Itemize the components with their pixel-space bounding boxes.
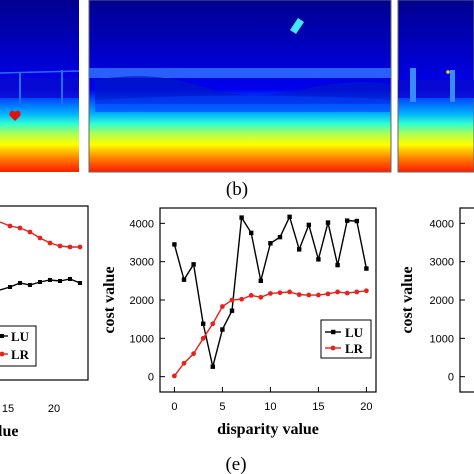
series-lu-point xyxy=(306,222,311,228)
series-lu-point xyxy=(316,257,321,262)
left-partial-chart: LU LR 15 20 lue xyxy=(0,205,89,440)
right-y-tick-label: 4000 xyxy=(430,218,454,230)
series-lr-point xyxy=(344,290,350,296)
series-lu-point xyxy=(181,277,187,282)
right-y-tick-label: 0 xyxy=(448,372,454,384)
series-lu-point xyxy=(249,230,254,236)
series-lu-point xyxy=(210,364,215,369)
series-lr-point xyxy=(248,293,254,298)
left-legend-box xyxy=(0,325,37,367)
series-lu-point xyxy=(277,234,283,240)
y-tick-label: 1000 xyxy=(130,333,154,345)
left-xlabel: lue xyxy=(0,423,18,440)
series-lr-point xyxy=(268,291,273,296)
series-lr-point xyxy=(220,304,225,309)
series-lr-point xyxy=(335,289,340,295)
x-tick-label: 20 xyxy=(360,401,372,413)
series-lr-point xyxy=(181,360,187,366)
series-lr-point xyxy=(200,335,206,341)
legend-lr-label: LR xyxy=(345,341,364,356)
series-lr-point xyxy=(325,291,331,297)
series-lu-point xyxy=(335,262,340,268)
series-lr-point xyxy=(258,294,264,300)
series-lu-point xyxy=(258,278,263,284)
legend-lr-marker xyxy=(330,345,336,351)
series-lu-point xyxy=(220,327,225,332)
right-y-tick-label: 1000 xyxy=(430,333,454,345)
series-lu-point xyxy=(191,262,196,267)
y-axis-label: cost value xyxy=(101,266,118,333)
series-lr-point xyxy=(210,321,216,327)
legend-lu-marker xyxy=(331,329,336,335)
left-legend-lu: LU xyxy=(11,329,30,344)
x-tick-label: 0 xyxy=(171,401,177,413)
right-y-tick-label: 2000 xyxy=(430,295,454,307)
x-axis-label: disparity value xyxy=(217,421,319,438)
series-lu-point xyxy=(201,321,206,326)
left-plot-frame xyxy=(0,205,89,381)
left-xtick-20: 20 xyxy=(48,403,60,415)
x-tick-label: 10 xyxy=(264,401,276,413)
series-lu-point xyxy=(297,247,302,252)
y-tick-label: 0 xyxy=(148,372,154,384)
left-xtick-15: 15 xyxy=(2,403,14,415)
left-lu-markers xyxy=(8,277,82,289)
right-partial-chart: cost value 0 1000 2000 3000 4000 xyxy=(399,207,474,393)
x-tick-label: 5 xyxy=(219,401,225,413)
series-lu-point xyxy=(354,218,359,224)
series-lu-point xyxy=(268,241,273,246)
series-lr-point xyxy=(296,292,302,298)
right-y-axis-label: cost value xyxy=(399,266,416,333)
series-lr-point xyxy=(277,290,283,296)
series-lr-point xyxy=(229,297,235,303)
series-lr-point xyxy=(354,289,360,295)
series-lr-point xyxy=(364,288,369,294)
series-lr-point xyxy=(306,292,312,298)
x-tick-label: 15 xyxy=(312,401,324,413)
y-tick-label: 3000 xyxy=(130,257,154,269)
series-lu-point xyxy=(172,242,177,247)
legend-lu-label: LU xyxy=(345,325,364,340)
series-lu-point xyxy=(229,308,235,313)
x-axis: 0 5 10 15 20 xyxy=(171,387,373,413)
series-lu-point xyxy=(364,266,369,271)
legend-box xyxy=(320,319,372,359)
series-lr-point xyxy=(239,296,245,302)
depth-image-left xyxy=(0,0,80,172)
series-lu-point xyxy=(287,214,292,220)
series-layer xyxy=(172,214,369,379)
left-legend-lr: LR xyxy=(11,347,30,362)
series-lr-point xyxy=(316,292,321,298)
left-lr-markers xyxy=(7,223,83,250)
series-lu-point xyxy=(345,218,350,223)
series-lr-point xyxy=(191,351,197,357)
depth-image-right xyxy=(397,0,474,173)
caption-e: (e) xyxy=(225,454,246,474)
series-lu-point xyxy=(325,220,331,225)
y-axis: 0 1000 2000 3000 4000 xyxy=(130,218,165,384)
right-y-tick-label: 3000 xyxy=(430,257,454,269)
series-lr-point xyxy=(172,373,177,379)
y-tick-label: 4000 xyxy=(130,218,154,230)
series-lr-point xyxy=(287,289,292,295)
y-tick-label: 2000 xyxy=(130,295,154,307)
caption-b: (b) xyxy=(226,179,248,200)
series-lu-point xyxy=(239,215,244,220)
right-y-ticks: 0 1000 2000 3000 4000 xyxy=(430,218,465,384)
depth-image-center xyxy=(88,0,392,173)
main-chart: 0 1000 2000 3000 4000 0 5 10 15 20 cost value di… xyxy=(101,207,377,438)
